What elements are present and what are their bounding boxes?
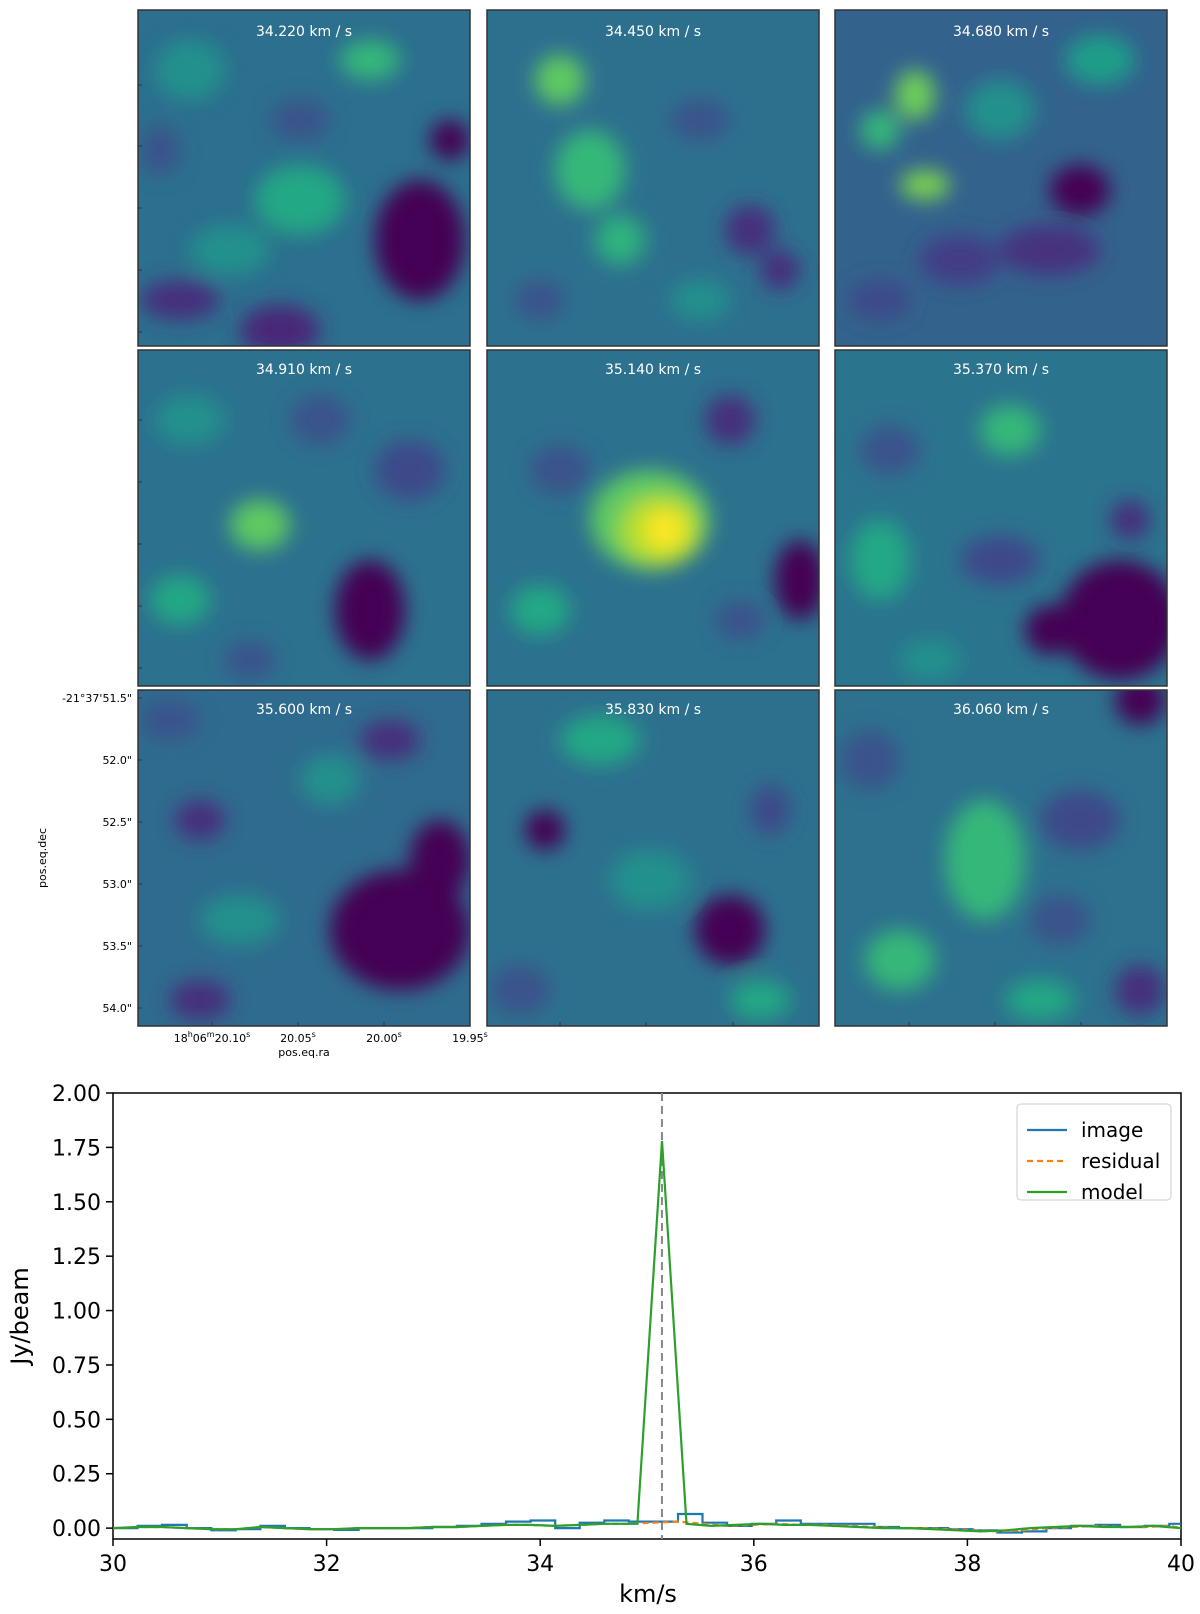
channel-image bbox=[487, 690, 819, 1026]
legend: image residual model bbox=[1016, 1103, 1172, 1204]
channel-velocity-label: 34.220 km / s bbox=[256, 24, 352, 40]
dec-tick-label: -21°37'51.5" bbox=[62, 692, 132, 705]
channel-panel: 35.600 km / s bbox=[137, 689, 471, 1027]
x-tick-label: 30 bbox=[99, 1552, 127, 1577]
channel-panel: 34.680 km / s bbox=[834, 9, 1168, 347]
channel-image bbox=[138, 10, 470, 346]
legend-label-model: model bbox=[1081, 1180, 1143, 1204]
series-layer bbox=[112, 1093, 1182, 1539]
y-tick-label: 0.25 bbox=[52, 1463, 101, 1488]
channel-image bbox=[835, 350, 1167, 686]
series-line-model bbox=[112, 1140, 1182, 1533]
channel-velocity-label: 34.910 km / s bbox=[256, 362, 352, 378]
dec-tick-label: 53.5" bbox=[102, 940, 132, 953]
dec-tick-label: 54.0" bbox=[102, 1002, 132, 1015]
panel-tick-marks bbox=[138, 84, 1082, 1026]
channel-image bbox=[487, 350, 819, 686]
channel-image bbox=[138, 690, 470, 1026]
channel-velocity-label: 34.450 km / s bbox=[605, 24, 701, 40]
ra-tick-label: 20.05s bbox=[280, 1030, 316, 1045]
legend-label-residual: residual bbox=[1081, 1149, 1160, 1173]
x-tick-label: 32 bbox=[313, 1552, 341, 1577]
y-tick-label: 0.75 bbox=[52, 1354, 101, 1379]
channel-panel: 35.370 km / s bbox=[834, 349, 1168, 687]
channel-image bbox=[835, 10, 1167, 346]
channel-velocity-label: 35.370 km / s bbox=[953, 362, 1049, 378]
ra-axis-label: pos.eq.ra bbox=[278, 1046, 329, 1059]
channel-image bbox=[138, 350, 470, 686]
dec-axis-label: pos.eq.dec bbox=[36, 828, 49, 888]
legend-label-image: image bbox=[1081, 1118, 1143, 1142]
x-tick-label: 40 bbox=[1167, 1552, 1195, 1577]
channel-velocity-label: 35.600 km / s bbox=[256, 702, 352, 718]
channel-image bbox=[835, 690, 1167, 1026]
ra-tick-label: 19.95s bbox=[452, 1030, 488, 1045]
y-axis: 0.00 0.25 0.50 0.75 1.00 1.25 1.50 1.75 2.00 bbox=[52, 1082, 113, 1542]
plot-area bbox=[112, 1092, 1182, 1540]
y-tick-label: 1.25 bbox=[52, 1245, 101, 1270]
y-tick-label: 0.00 bbox=[52, 1517, 101, 1542]
y-tick-label: 2.00 bbox=[52, 1082, 101, 1107]
ra-axis: 18h06m20.10s 20.05s 20.00s 19.95s pos.eq… bbox=[174, 1022, 488, 1059]
y-tick-label: 1.00 bbox=[52, 1300, 101, 1325]
dec-tick-label: 52.5" bbox=[102, 816, 132, 829]
channel-velocity-label: 35.140 km / s bbox=[605, 362, 701, 378]
channel-velocity-label: 34.680 km / s bbox=[953, 24, 1049, 40]
y-tick-label: 1.50 bbox=[52, 1191, 101, 1216]
channel-panel: 36.060 km / s bbox=[834, 689, 1168, 1027]
channel-panel: 34.910 km / s bbox=[137, 349, 471, 687]
channel-panel: 34.220 km / s bbox=[137, 9, 471, 347]
dec-tick-label: 53.0" bbox=[102, 878, 132, 891]
dec-axis: -21°37'51.5" 52.0" 52.5" 53.0" 53.5" 54.… bbox=[36, 692, 142, 1015]
channel-velocity-label: 35.830 km / s bbox=[605, 702, 701, 718]
ra-tick-label: 20.00s bbox=[366, 1030, 402, 1045]
y-tick-label: 0.50 bbox=[52, 1408, 101, 1433]
channel-velocity-label: 36.060 km / s bbox=[953, 702, 1049, 718]
x-axis: 30 32 34 36 38 40 bbox=[99, 1539, 1195, 1577]
legend-box bbox=[1016, 1103, 1172, 1201]
x-axis-label: km/s bbox=[619, 1580, 677, 1608]
channel-panel: 34.450 km / s bbox=[486, 9, 820, 347]
x-tick-label: 34 bbox=[526, 1552, 554, 1577]
channel-panel: 35.140 km / s bbox=[486, 349, 820, 687]
channel-maps-figure: 34.220 km / s 34.450 km / s bbox=[36, 9, 1168, 1059]
spectrum-chart: 0.000.250.500.751.001.251.501.752.00 30 3… bbox=[6, 1082, 1195, 1608]
dec-tick-label: 52.0" bbox=[102, 754, 132, 767]
ra-tick-label: 18h06m20.10s bbox=[174, 1030, 251, 1045]
x-tick-label: 38 bbox=[953, 1552, 981, 1577]
channel-image bbox=[487, 10, 819, 346]
y-axis-label: Jy/beam bbox=[6, 1267, 34, 1366]
channel-panel: 35.830 km / s bbox=[486, 689, 820, 1027]
x-tick-label: 36 bbox=[740, 1552, 768, 1577]
y-tick-label: 1.75 bbox=[52, 1136, 101, 1161]
